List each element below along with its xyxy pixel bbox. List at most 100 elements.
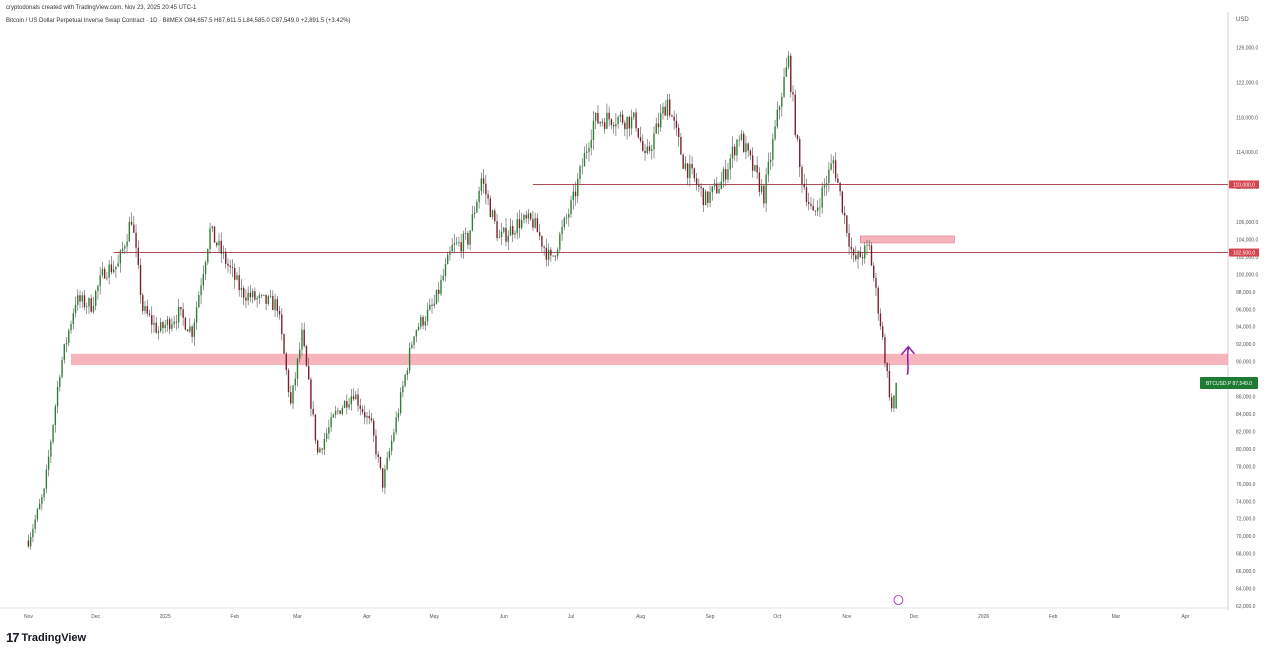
candle-body bbox=[406, 370, 409, 375]
candle-body bbox=[570, 199, 572, 215]
candle bbox=[839, 182, 841, 197]
candle bbox=[424, 315, 426, 331]
candle bbox=[848, 224, 850, 255]
level-badge-text: 102,500.0 bbox=[1233, 251, 1255, 257]
candle bbox=[177, 298, 180, 329]
candle-body bbox=[747, 143, 749, 151]
candle-body bbox=[873, 265, 875, 278]
candle bbox=[731, 136, 734, 168]
candle bbox=[830, 154, 832, 171]
candle bbox=[402, 381, 404, 398]
candle bbox=[395, 411, 397, 435]
candle bbox=[43, 487, 45, 501]
x-tick-label: Sep bbox=[706, 614, 715, 620]
candle-body bbox=[816, 207, 819, 211]
candle-body bbox=[673, 116, 675, 121]
candle bbox=[534, 212, 536, 229]
candle bbox=[227, 258, 229, 273]
candle bbox=[294, 372, 296, 391]
candle bbox=[375, 429, 377, 460]
candle bbox=[787, 50, 790, 70]
candle bbox=[503, 226, 505, 234]
candle bbox=[236, 271, 238, 281]
x-axis[interactable]: Nov Dec 2025 Feb Mar Apr May Jun Jul Aug Sep Oct Nov… bbox=[24, 614, 1190, 620]
candle-body bbox=[850, 246, 853, 250]
last-price-badge: BTCUSD.P 87,549.0 bbox=[1200, 377, 1258, 390]
candle bbox=[505, 217, 507, 247]
candle-body bbox=[395, 417, 397, 433]
candle bbox=[556, 247, 559, 260]
candle bbox=[272, 290, 274, 311]
candle-body bbox=[716, 183, 718, 194]
candle-body bbox=[487, 194, 489, 199]
candle-body bbox=[373, 420, 375, 436]
candle-body bbox=[453, 243, 456, 245]
candle-body bbox=[375, 435, 377, 455]
zone-1 bbox=[859, 235, 955, 244]
candle-body bbox=[518, 219, 521, 229]
candle bbox=[341, 405, 344, 416]
candle bbox=[478, 186, 480, 209]
candle bbox=[305, 344, 308, 367]
candle-body bbox=[90, 298, 92, 312]
candle-body bbox=[177, 306, 180, 323]
candle-body bbox=[72, 313, 74, 324]
candle bbox=[693, 167, 696, 183]
y-tick-label: 92,000.0 bbox=[1236, 342, 1256, 348]
candle bbox=[467, 230, 469, 250]
candle bbox=[359, 398, 361, 416]
candle bbox=[675, 113, 678, 136]
candle bbox=[146, 299, 148, 317]
candle-body bbox=[590, 139, 592, 149]
candle-body bbox=[364, 412, 366, 418]
candle-body bbox=[368, 415, 370, 419]
x-tick-label: Mar bbox=[293, 614, 302, 620]
tradingview-brand[interactable]: 17 TradingView bbox=[6, 630, 86, 645]
candle-body bbox=[691, 163, 693, 169]
candle bbox=[577, 172, 579, 203]
axis-frame bbox=[0, 12, 1229, 610]
candle-body bbox=[119, 250, 122, 264]
candle-body bbox=[644, 150, 646, 154]
candle bbox=[742, 131, 745, 153]
candle bbox=[805, 178, 808, 207]
currency-label[interactable]: USD bbox=[1236, 17, 1249, 23]
candle-body bbox=[516, 219, 518, 234]
candle-body bbox=[346, 401, 348, 408]
candle bbox=[231, 259, 234, 278]
candle bbox=[137, 240, 139, 269]
candle-body bbox=[514, 233, 516, 235]
y-axis[interactable]: 126,000.0 122,000.0 118,000.0 114,000.0 110,… bbox=[1236, 45, 1258, 610]
candle bbox=[281, 308, 283, 341]
candle bbox=[868, 240, 870, 251]
y-tick-label: 94,000.0 bbox=[1236, 325, 1256, 331]
candle-body bbox=[606, 112, 608, 129]
candle-body bbox=[830, 163, 832, 170]
overlay-layer bbox=[893, 345, 915, 605]
candle bbox=[711, 185, 713, 201]
candle-body bbox=[299, 349, 301, 359]
candle-body bbox=[263, 294, 265, 296]
candle bbox=[469, 229, 471, 251]
candle-body bbox=[612, 124, 615, 127]
candle bbox=[612, 121, 615, 134]
candle-body bbox=[534, 218, 536, 228]
candle bbox=[117, 254, 119, 267]
candle-body bbox=[500, 231, 503, 238]
candle bbox=[435, 289, 438, 305]
candle-body bbox=[787, 55, 790, 68]
candle-body bbox=[32, 528, 34, 538]
candle bbox=[426, 302, 429, 326]
candle bbox=[112, 260, 115, 274]
candle bbox=[379, 456, 382, 470]
candle-body bbox=[839, 182, 841, 192]
candle-body bbox=[433, 303, 435, 306]
candle-body bbox=[225, 251, 227, 264]
candle-body bbox=[52, 425, 54, 442]
candle-body bbox=[27, 540, 30, 547]
candle-body bbox=[760, 185, 763, 192]
x-tick-label: Feb bbox=[1049, 614, 1058, 620]
candle bbox=[765, 167, 767, 212]
candle bbox=[512, 219, 514, 243]
